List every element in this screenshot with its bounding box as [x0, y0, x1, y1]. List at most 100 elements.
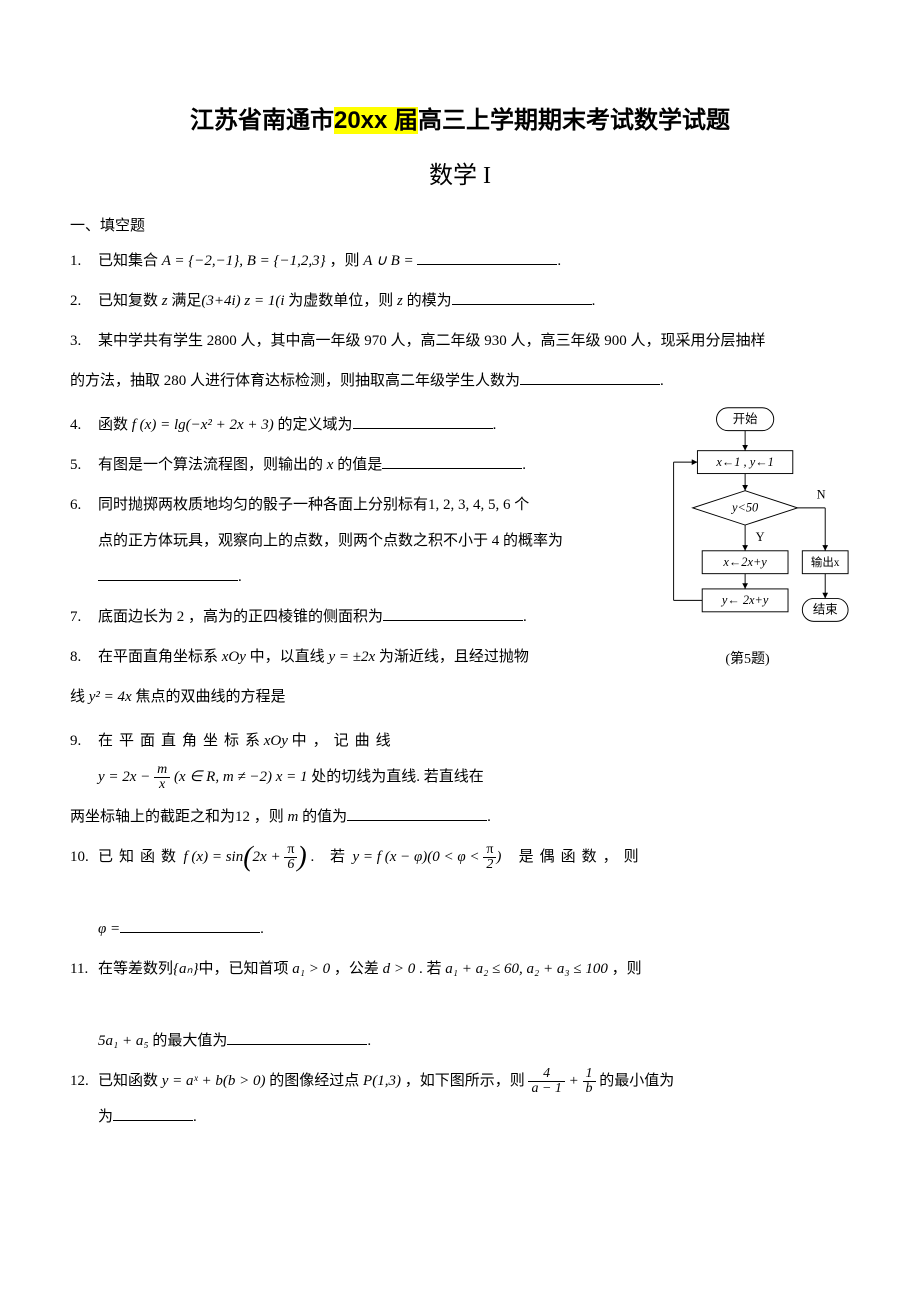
fc-end: 结束 [813, 603, 838, 617]
question-3-cont: 的方法，抽取 280 人进行体育达标检测，则抽取高二年级学生人数为. [70, 363, 850, 399]
fc-proc2: y← 2x+y [720, 593, 769, 607]
qbody-5: 有图是一个算法流程图，则输出的 x 的值是. [98, 447, 635, 483]
question-4: 4. 函数 f (x) = lg(−x² + 2x + 3) 的定义域为. [70, 407, 635, 443]
q12-mid3: 的最小值为 [596, 1073, 675, 1089]
q3-blank [520, 369, 660, 385]
question-7: 7. 底面边长为 2 ，高为的正四棱锥的侧面积为. [70, 599, 635, 635]
qbody-10: 已知函数 f (x) = sin(2x + π6) . 若 y = f (x −… [98, 839, 850, 947]
qnum-7: 7. [70, 599, 98, 635]
question-9-cont: 两坐标轴上的截距之和为12 ，则 m 的值为. [70, 799, 850, 835]
qbody-4: 函数 f (x) = lg(−x² + 2x + 3) 的定义域为. [98, 407, 635, 443]
qnum-1: 1. [70, 243, 98, 279]
q12-post: . [193, 1109, 197, 1125]
question-5: 5. 有图是一个算法流程图，则输出的 x 的值是. [70, 447, 635, 483]
q1-expr: A ∪ B = [363, 253, 413, 269]
q7-blank [383, 605, 523, 621]
q12-blank [113, 1105, 193, 1121]
q11-l1a: 在等差数列 [98, 961, 173, 977]
title-prefix: 江苏省南通市 [190, 107, 334, 134]
question-8: 8. 在平面直角坐标系 xOy 中，以直线 y = ±2x 为渐近线，且经过抛物 [70, 639, 635, 675]
q12-mid2: ，如下图所示，则 [401, 1073, 525, 1089]
q10-mid1: . 若 [310, 849, 351, 865]
q6-line1: 同时抛掷两枚质地均匀的骰子一种各面上分别标有1, 2, 3, 4, 5, 6 个 [98, 497, 529, 513]
q10-fb2: ) [496, 849, 501, 865]
q3-post: . [660, 373, 664, 389]
qbody-8: 在平面直角坐标系 xOy 中，以直线 y = ±2x 为渐近线，且经过抛物 [98, 639, 635, 675]
q12-f1n: 4 [528, 1067, 564, 1082]
q6-blank [98, 565, 238, 581]
q10-phi: φ = [98, 921, 120, 937]
qnum-8: 8. [70, 639, 98, 675]
q10-func-a: f (x) = sin(2x + π6) [184, 849, 311, 865]
q10-f2d: 2 [483, 858, 496, 872]
qbody-3: 某中学共有学生 2800 人，其中高一年级 970 人，高二年级 930 人，高… [98, 323, 850, 359]
q11-l1e: ，则 [608, 961, 642, 977]
q5-mid: 的值是 [333, 457, 382, 473]
q12-frac1: 4a − 1 [528, 1067, 564, 1096]
q9-l1a: 在平面直角坐标系 [98, 733, 266, 749]
q10-frac1: π6 [284, 843, 297, 872]
q10-f1d: 6 [284, 858, 297, 872]
q6-line2: 点的正方体玩具，观察向上的点数，则两个点数之积不小于 4 的概率为 [98, 533, 563, 549]
title-suffix: 高三上学期期末考试数学试题 [418, 107, 730, 134]
qbody-9: 在平面直角坐标系 xOy 中，记曲线 y = 2x − mx (x ∈ R, m… [98, 723, 850, 795]
title-highlight: 20xx 届 [334, 107, 418, 134]
q6-post: . [238, 569, 242, 585]
q11-blank [227, 1029, 367, 1045]
q9-curve-pre: y = 2x − [98, 769, 154, 785]
q9-blank [347, 805, 487, 821]
q10-func-b: y = f (x − φ)(0 < φ < π2) [353, 849, 506, 865]
qnum-5: 5. [70, 447, 98, 483]
fc-init: x←1 , y←1 [715, 455, 773, 469]
q10-blank [120, 917, 260, 933]
qnum-9: 9. [70, 723, 98, 795]
q11-a1: a₁ > 0 [292, 961, 330, 977]
q5-pre: 有图是一个算法流程图，则输出的 [98, 457, 327, 473]
q2-mid1: 满足 [168, 293, 202, 309]
qbody-12: 已知函数 y = aˣ + b(b > 0) 的图像经过点 P(1,3) ，如下… [98, 1063, 850, 1135]
q12-f2d: b [583, 1082, 596, 1096]
question-9: 9. 在平面直角坐标系 xOy 中，记曲线 y = 2x − mx (x ∈ R… [70, 723, 850, 795]
question-2: 2. 已知复数 z 满足(3+4i) z = 1(i 为虚数单位，则 z 的模为… [70, 283, 850, 319]
q10-arg: 2x + [253, 849, 285, 865]
q11-ineq: a₁ + a₂ ≤ 60, a₂ + a₃ ≤ 100 [445, 961, 608, 977]
q12-mid3b: 为 [98, 1109, 113, 1125]
q11-seq: {aₙ} [173, 961, 198, 977]
qbody-2: 已知复数 z 满足(3+4i) z = 1(i 为虚数单位，则 z 的模为. [98, 283, 850, 319]
left-column: 4. 函数 f (x) = lg(−x² + 2x + 3) 的定义域为. 5.… [70, 403, 635, 719]
q10-fb: y = f (x − φ)(0 < φ < [353, 849, 484, 865]
qnum-3: 3. [70, 323, 98, 359]
q12-f2n: 1 [583, 1067, 596, 1082]
q7-pre: 底面边长为 2 ，高为的正四棱锥的侧面积为 [98, 609, 383, 625]
q10-post: . [260, 921, 264, 937]
q11-l1d: . 若 [415, 961, 445, 977]
right-column: 开始 x←1 , y←1 y<50 Y x←2x+y y← 2x+y [645, 403, 850, 668]
qnum-11: 11. [70, 951, 98, 1059]
mid-content-wrap: 4. 函数 f (x) = lg(−x² + 2x + 3) 的定义域为. 5.… [70, 403, 850, 719]
fc-proc1: x←2x+y [722, 555, 767, 569]
q9-cond: (x ∈ R, m ≠ −2) x = 1 [174, 769, 308, 785]
q12-func: y = aˣ + b(b > 0) [162, 1073, 266, 1089]
q2-blank [452, 289, 592, 305]
q1-post: . [557, 253, 561, 269]
q9-frac-num: m [154, 763, 170, 778]
q9-curve: y = 2x − mx (x ∈ R, m ≠ −2) x = 1 [98, 769, 311, 785]
qbody-7: 底面边长为 2 ，高为的正四棱锥的侧面积为. [98, 599, 635, 635]
qbody-11: 在等差数列{aₙ}中，已知首项 a₁ > 0 ，公差 d > 0 . 若 a₁ … [98, 951, 850, 1059]
q11-expr: 5a₁ + a₅ [98, 1033, 149, 1049]
q2-pre: 已知复数 [98, 293, 162, 309]
q9-sys: xOy [264, 733, 288, 749]
q10-frac2: π2 [483, 843, 496, 872]
q5-blank [382, 453, 522, 469]
qbody-6: 同时抛掷两枚质地均匀的骰子一种各面上分别标有1, 2, 3, 4, 5, 6 个… [98, 487, 635, 595]
q8-line: y = ±2x [328, 649, 375, 665]
q11-post: . [367, 1033, 371, 1049]
q9-frac: mx [154, 763, 170, 792]
q5-post: . [522, 457, 526, 473]
q12-frac2: 1b [583, 1067, 596, 1096]
q1-pre: 已知集合 [98, 253, 162, 269]
q7-post: . [523, 609, 527, 625]
question-3: 3. 某中学共有学生 2800 人，其中高一年级 970 人，高二年级 930 … [70, 323, 850, 359]
flowchart-figure: 开始 x←1 , y←1 y<50 Y x←2x+y y← 2x+y [645, 403, 850, 637]
question-1: 1. 已知集合 A = {−2,−1}, B = {−1,2,3} ，则 A ∪… [70, 243, 850, 279]
